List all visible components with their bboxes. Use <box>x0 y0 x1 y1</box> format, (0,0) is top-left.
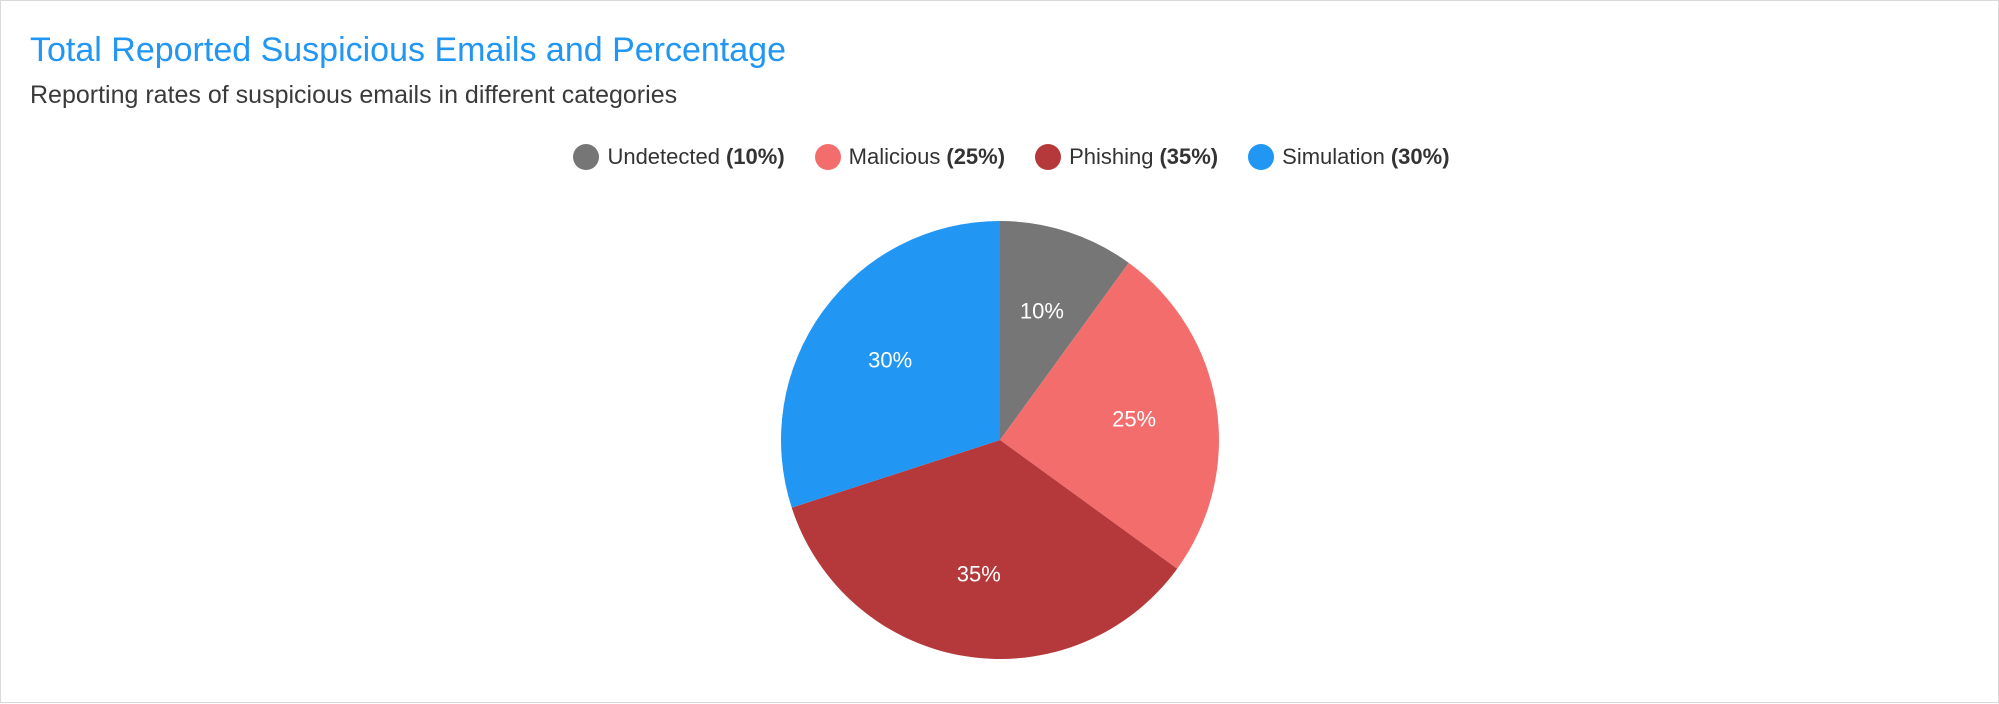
legend-item-malicious[interactable]: Malicious (25%) <box>814 144 1006 170</box>
legend-swatch-phishing <box>1035 144 1062 170</box>
chart-title: Total Reported Suspicious Emails and Per… <box>30 31 786 69</box>
slice-label-simulation: 30% <box>868 348 912 373</box>
legend-label-simulation: Simulation <box>1282 144 1385 169</box>
slice-label-undetected: 10% <box>1020 298 1064 323</box>
pie-slice-malicious[interactable] <box>1000 262 1219 569</box>
legend-item-phishing[interactable]: Phishing (35%) <box>1035 144 1218 170</box>
legend-value-simulation: (30%) <box>1390 144 1450 169</box>
pie-slice-phishing[interactable] <box>791 440 1178 659</box>
legend-item-simulation[interactable]: Simulation (30%) <box>1248 144 1450 170</box>
legend-item-undetected[interactable]: Undetected (10%) <box>573 144 785 170</box>
slice-label-malicious: 25% <box>1112 406 1156 431</box>
legend-label-malicious: Malicious <box>848 144 941 169</box>
legend-swatch-malicious <box>814 144 841 170</box>
legend-value-phishing: (35%) <box>1159 144 1219 169</box>
legend-label-undetected: Undetected <box>607 144 720 169</box>
slice-label-phishing: 35% <box>957 562 1001 587</box>
chart-subtitle: Reporting rates of suspicious emails in … <box>30 81 678 109</box>
legend-label-phishing: Phishing <box>1069 144 1154 169</box>
pie-slice-undetected[interactable] <box>1000 221 1129 440</box>
legend-swatch-undetected <box>573 144 600 170</box>
pie-slice-simulation[interactable] <box>780 221 1000 508</box>
chart-legend: Undetected (10%) Malicious (25%) Phishin… <box>1 144 1999 170</box>
legend-value-malicious: (25%) <box>946 144 1006 169</box>
legend-value-undetected: (10%) <box>725 144 785 169</box>
legend-swatch-simulation <box>1248 144 1275 170</box>
